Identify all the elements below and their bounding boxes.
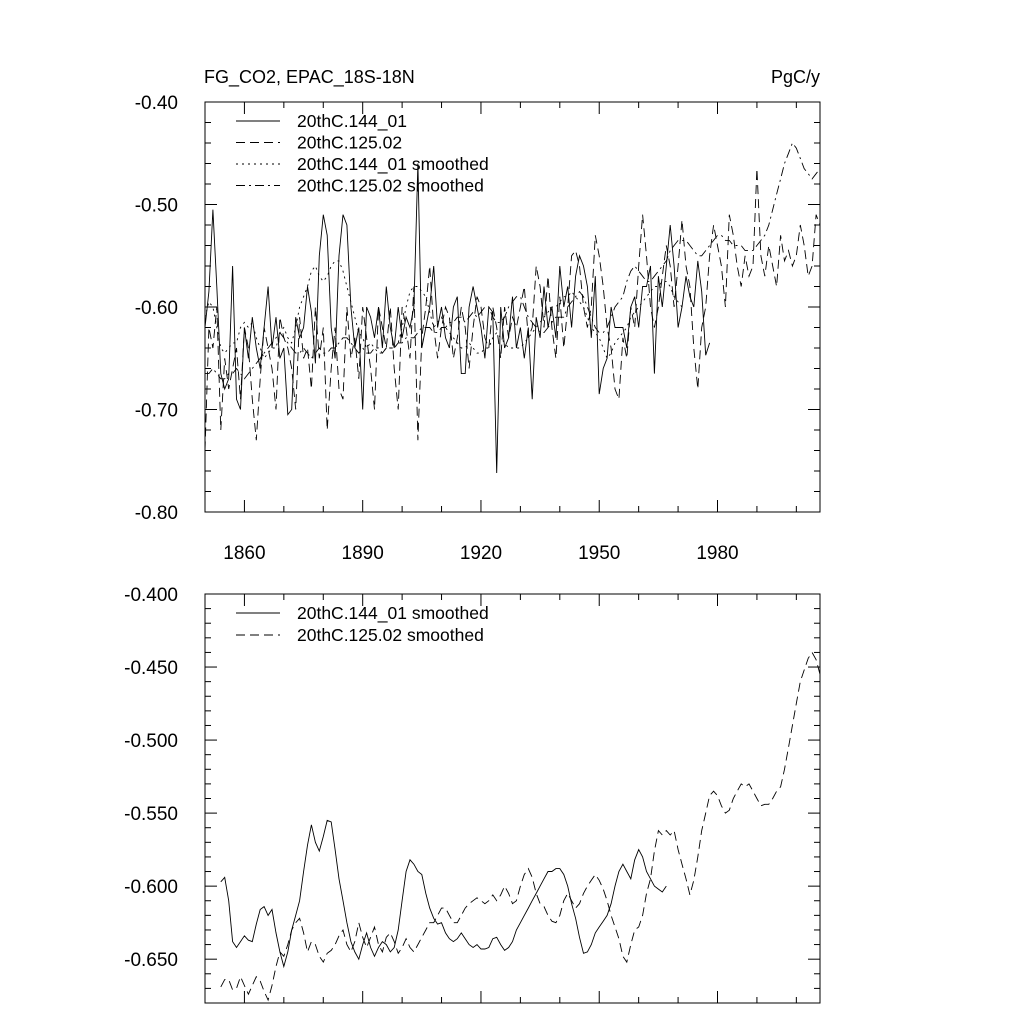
bottom-series-group — [220, 651, 820, 1002]
y-tick-label: -0.500 — [124, 731, 178, 752]
legend-label: 20thC.125.02 smoothed — [297, 176, 484, 196]
chart-units: PgC/y — [771, 67, 820, 87]
y-tick-label: -0.650 — [124, 950, 178, 971]
y-tick-label: -0.70 — [135, 401, 178, 422]
top-axes: 1860 1890 1920 1950 1980 -0.80 -0.70 -0.60 -0.50… — [135, 93, 821, 564]
y-tick-label: -0.60 — [135, 298, 178, 319]
x-tick-label: 1890 — [342, 543, 384, 564]
y-tick-label: -0.600 — [124, 877, 178, 898]
chart-title: FG_CO2, EPAC_18S-18N — [204, 67, 415, 88]
y-tick-label: -0.80 — [135, 503, 178, 524]
y-tick-label: -0.450 — [124, 658, 178, 679]
y-tick-label: -0.550 — [124, 804, 178, 825]
x-tick-label: 1920 — [460, 543, 502, 564]
series-line-2 — [205, 168, 820, 451]
legend-label: 20thC.144_01 — [297, 111, 407, 132]
series-line-1 — [205, 163, 711, 474]
series-line-1 — [220, 819, 667, 969]
bottom-axes: -0.650 -0.600 -0.550 -0.500 -0.450 -0.400 — [124, 585, 821, 1004]
x-tick-label: 1950 — [578, 543, 620, 564]
x-tick-label: 1860 — [223, 543, 265, 564]
y-tick-label: -0.40 — [135, 93, 178, 114]
legend-label: 20thC.144_01 smoothed — [297, 154, 489, 175]
series-line-4 — [205, 142, 820, 380]
y-tick-label: -0.50 — [135, 196, 178, 217]
top-chart: FG_CO2, EPAC_18S-18N PgC/y 20thC.144_012… — [135, 67, 821, 564]
series-line-3 — [205, 260, 683, 360]
x-tick-label: 1980 — [696, 543, 738, 564]
y-tick-label: -0.400 — [124, 585, 178, 606]
series-line-2 — [220, 651, 820, 1002]
top-series-group — [205, 142, 820, 474]
legend-label: 20thC.125.02 — [297, 133, 402, 153]
legend-label: 20thC.125.02 smoothed — [297, 625, 484, 645]
legend-label: 20thC.144_01 smoothed — [297, 603, 489, 624]
